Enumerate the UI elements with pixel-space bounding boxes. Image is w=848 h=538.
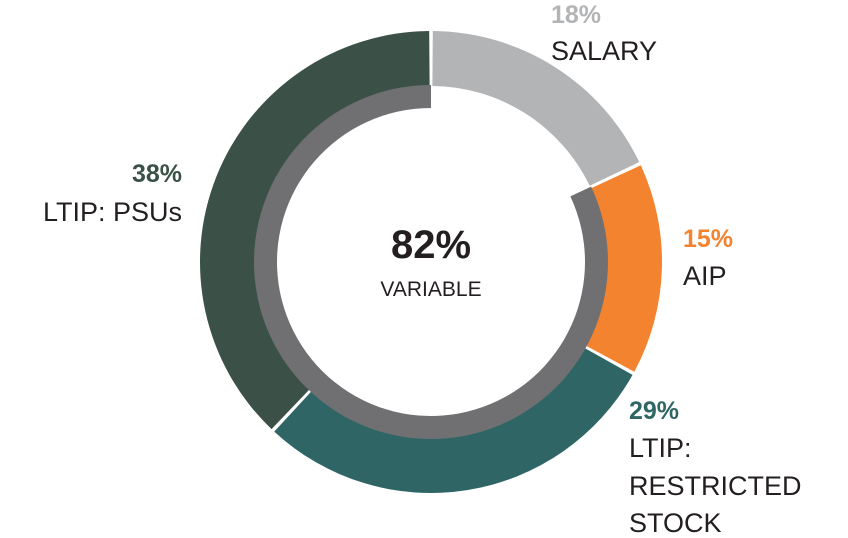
outer-ring (200, 31, 662, 494)
slice-label-ltip-psus: 38% LTIP: PSUs (43, 160, 182, 227)
donut-slice-ltip-restricted-stock (274, 348, 633, 494)
slice-value-label: 38% (132, 160, 182, 188)
slice-value-label: 15% (683, 225, 733, 253)
slice-category-label-line-1: LTIP: (629, 433, 692, 463)
slice-label-aip: 15% AIP (683, 225, 733, 291)
donut-slice-aip (585, 165, 662, 372)
slice-category-label-line-2: RESTRICTED (629, 471, 802, 501)
donut-slice-salary (432, 31, 640, 186)
center-value: 82% (391, 223, 471, 267)
slice-category-label: LTIP: PSUs (43, 197, 182, 227)
slice-label-salary: 18% SALARY (551, 1, 657, 66)
center-label: VARIABLE (380, 278, 481, 301)
slice-label-ltip-restricted-stock: 29% LTIP: RESTRICTED STOCK (629, 397, 802, 538)
slice-category-label: AIP (683, 261, 727, 291)
slice-value-label: 18% (551, 1, 601, 29)
slice-category-label: SALARY (551, 36, 657, 66)
slice-value-label: 29% (629, 397, 679, 425)
slice-category-label-line-3: STOCK (629, 508, 722, 538)
donut-slice-ltip-psus (200, 31, 430, 430)
